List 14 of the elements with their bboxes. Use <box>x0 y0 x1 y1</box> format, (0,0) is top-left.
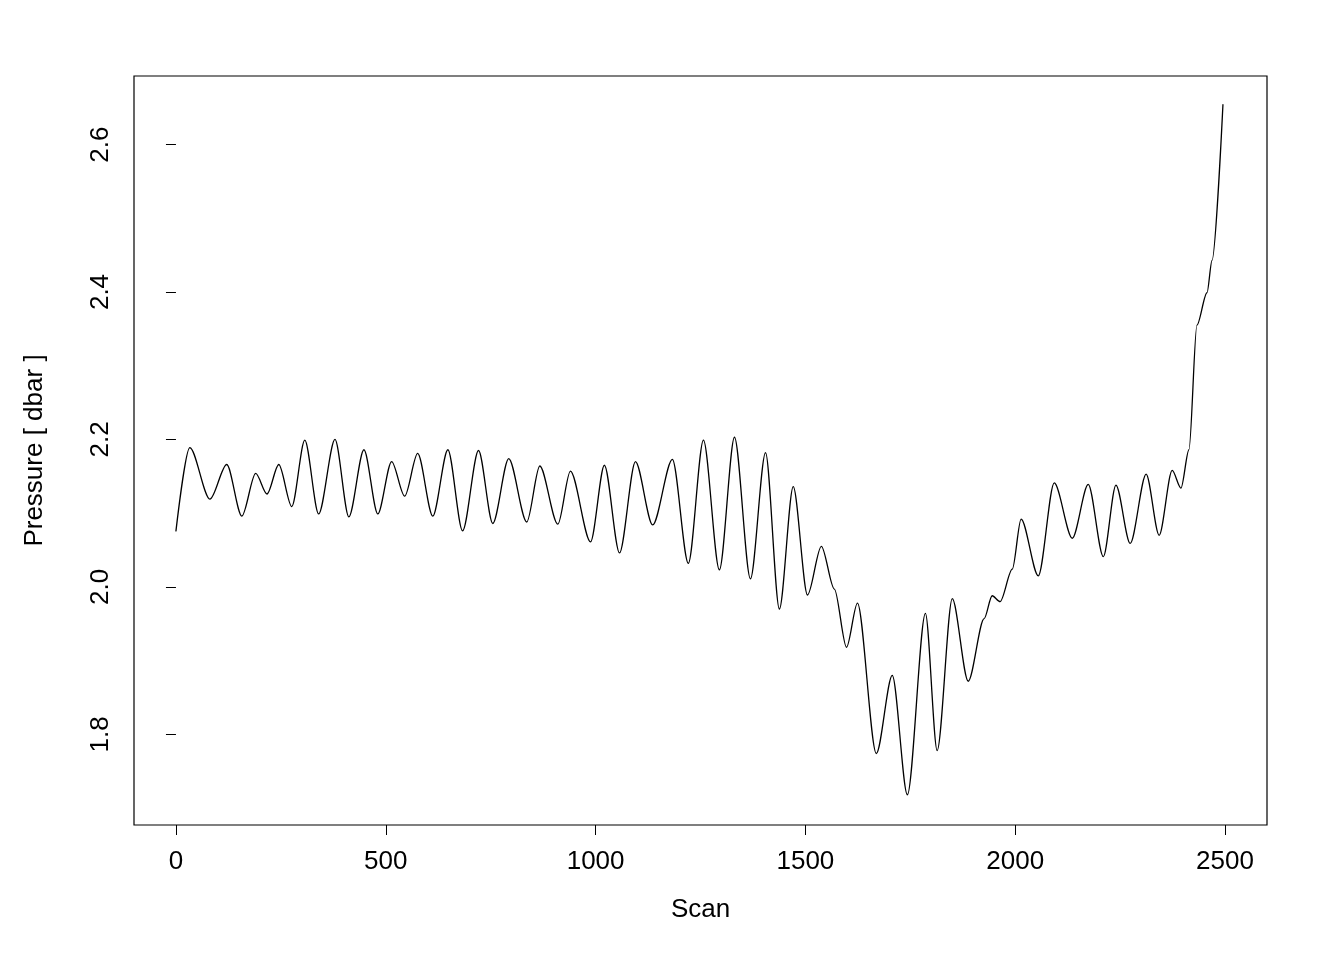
y-tick-label: 2.6 <box>84 126 114 163</box>
x-tick-label: 1500 <box>776 845 835 875</box>
y-tick-label: 2.0 <box>84 568 114 605</box>
x-tick-label: 2000 <box>986 845 1045 875</box>
x-tick-label: 500 <box>364 845 408 875</box>
x-tick-label: 2500 <box>1196 845 1254 875</box>
x-tick-label: 0 <box>168 845 184 875</box>
y-tick-label: 1.8 <box>84 716 114 753</box>
x-tick-label: 1000 <box>566 845 625 875</box>
y-tick-label: 2.2 <box>84 421 114 458</box>
y-tick-label: 2.4 <box>84 273 114 311</box>
x-axis-title: Scan <box>670 893 731 923</box>
y-axis-title: Pressure [ dbar ] <box>18 354 48 547</box>
line-series <box>175 104 1224 796</box>
